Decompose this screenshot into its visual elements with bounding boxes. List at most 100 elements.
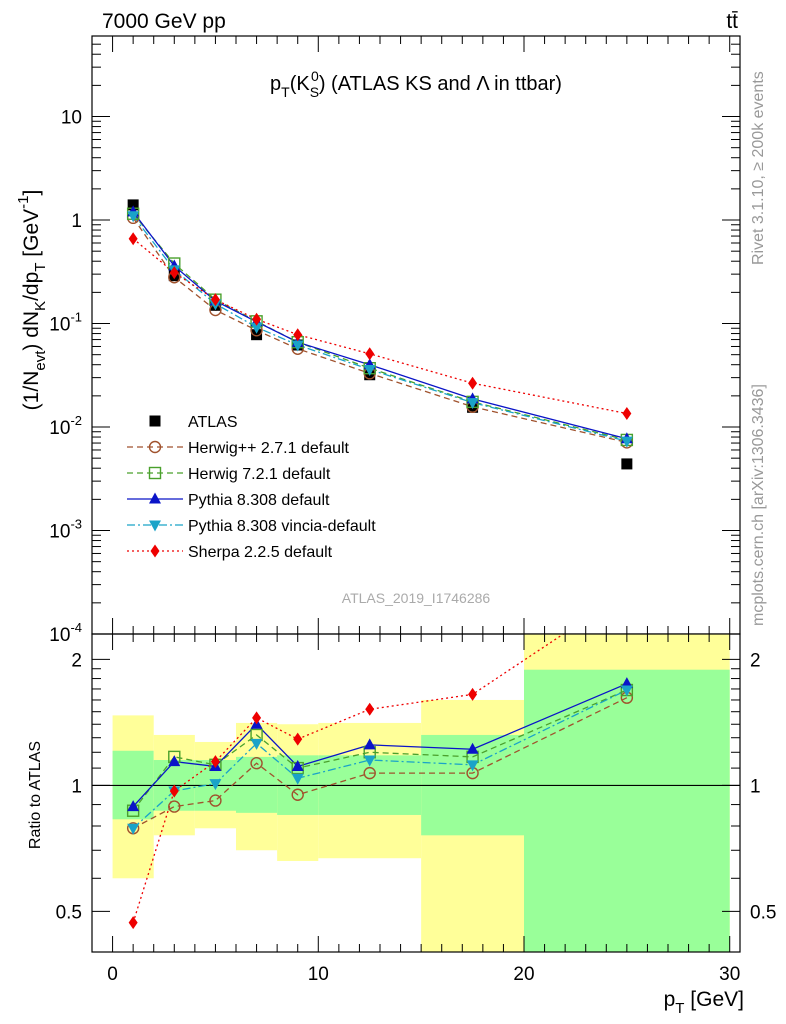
ratio-line-herwig-2-7-1-default [132, 697, 628, 829]
ratio-point-pythia-8-308-default [620, 677, 633, 689]
ratio-point-sherpa-2-2-5-default [252, 711, 262, 725]
main-line-sherpa-2-2-5-default [132, 238, 627, 415]
legend-label-sherpa-2-2-5-default: Sherpa 2.2.5 default [188, 544, 333, 561]
ratio-point-pythia-8-308-default [466, 742, 479, 754]
main-data-layer [126, 199, 634, 470]
y-tick-label: 10-4 [49, 620, 82, 646]
ratio-line-sherpa-2-2-5-default [132, 634, 565, 923]
ratio-y-tick-label-right: 0.5 [750, 902, 776, 923]
ratio-point-herwig-2-7-1-default [250, 757, 263, 770]
process-label: tt̄ [726, 10, 738, 33]
main-line-pythia-8-308-default [132, 211, 628, 440]
legend-marker-atlas [149, 415, 161, 427]
ratio-point-herwig-2-7-1-default [291, 788, 304, 801]
ratio-line-pythia-8-308-default [132, 683, 628, 808]
main-title: pT(KS0) (ATLAS KS and Λ in ttbar) [270, 68, 562, 100]
main-point-pythia-8-308-vincia-default [363, 364, 376, 376]
ratio-point-sherpa-2-2-5-default [468, 687, 478, 701]
ratio-point-pythia-8-308-vincia-default [466, 760, 479, 772]
ratio-y-tick-label-right: 1 [750, 776, 761, 797]
main-point-pythia-8-308-vincia-default [127, 211, 140, 223]
y-tick-label: 10-3 [49, 517, 82, 543]
main-point-sherpa-2-2-5-default [169, 266, 179, 280]
ratio-point-herwig-2-7-1-default [363, 766, 376, 780]
x-tick-label: 20 [513, 964, 534, 985]
ratio-point-sherpa-2-2-5-default [293, 732, 303, 746]
ratio-point-sherpa-2-2-5-default [622, 585, 631, 598]
ratio-stat-uncertainty-band [524, 669, 730, 952]
main-line-herwig-2-7-1-default [132, 217, 628, 444]
main-point-pythia-8-308-vincia-default [291, 340, 304, 352]
ratio-point-pythia-8-308-default [363, 738, 376, 750]
watermark: ATLAS_2019_I1746286 [342, 590, 491, 606]
ratio-point-herwig-2-7-1-default [209, 794, 222, 807]
main-axes: 10-4 10-3 10-2 10-1 1 10 [49, 35, 740, 646]
legend-label-herwig-7-2-1-default: Herwig 7.2.1 default [188, 466, 331, 483]
main-line-herwig-7-2-1-default [132, 213, 628, 441]
main-point-sherpa-2-2-5-default [365, 347, 375, 361]
legend-label-atlas: ATLAS [188, 414, 238, 431]
main-y-axis-label: (1/Nevt) dNK/dpT [GeV-1] [15, 190, 49, 411]
main-point-sherpa-2-2-5-default [468, 376, 478, 390]
ratio-point-pythia-8-308-vincia-default [209, 779, 222, 791]
ratio-point-pythia-8-308-vincia-default [620, 685, 633, 697]
ratio-point-sherpa-2-2-5-default [365, 702, 375, 716]
ratio-point-sherpa-2-2-5-default [210, 755, 220, 769]
ratio-panel: 0.5 0.51 12 20 10 20 30 Ratio to ATLAS pT [GeV… [27, 585, 776, 1017]
main-point-sherpa-2-2-5-default [252, 312, 262, 326]
ratio-point-pythia-8-308-vincia-default [127, 823, 140, 835]
ratio-frame [91, 633, 741, 953]
ratio-point-herwig-2-7-1-default [168, 800, 181, 813]
ratio-point-pythia-8-308-default [127, 800, 140, 812]
ratio-axes: 0.5 0.51 12 20 10 20 30 [56, 634, 776, 985]
ratio-y-axis-label: Ratio to ATLAS [27, 741, 44, 849]
main-point-atlas [621, 458, 633, 470]
x-tick-label: 10 [308, 964, 329, 985]
y-tick-label: 10-2 [49, 413, 82, 439]
main-point-atlas [127, 199, 139, 211]
main-point-sherpa-2-2-5-default [210, 293, 220, 307]
ratio-point-sherpa-2-2-5-default [128, 916, 138, 930]
main-point-pythia-8-308-vincia-default [466, 398, 479, 410]
x-tick-label: 0 [107, 964, 118, 985]
main-line-pythia-8-308-vincia-default [132, 215, 628, 442]
main-point-pythia-8-308-vincia-default [620, 436, 633, 448]
legend-marker-pythia-8-308-vincia-default [149, 520, 161, 532]
main-point-sherpa-2-2-5-default [293, 328, 303, 342]
ratio-point-pythia-8-308-default [168, 755, 181, 767]
rivet-version-label: Rivet 3.1.10, ≥ 200k events [750, 71, 767, 265]
y-tick-label: 10 [61, 108, 82, 129]
legend-label-pythia-8-308-vincia-default: Pythia 8.308 vincia-default [188, 518, 376, 535]
y-tick-label: 1 [71, 211, 82, 232]
ratio-data-layer [126, 585, 634, 930]
main-point-sherpa-2-2-5-default [128, 232, 138, 246]
legend-label-herwig-2-7-1-default: Herwig++ 2.7.1 default [188, 440, 350, 457]
legend-label-pythia-8-308-default: Pythia 8.308 default [188, 492, 330, 509]
main-point-pythia-8-308-vincia-default [250, 322, 263, 334]
legend-marker-herwig-7-2-1-default [148, 466, 162, 480]
ratio-y-tick-label-left: 2 [71, 650, 82, 671]
energy-label: 7000 GeV pp [102, 10, 226, 33]
ratio-y-tick-label-left: 0.5 [56, 902, 82, 923]
ratio-line-herwig-7-2-1-default [132, 689, 628, 812]
ratio-y-tick-label-right: 2 [750, 650, 761, 671]
legend-marker-sherpa-2-2-5-default [150, 544, 160, 558]
main-point-sherpa-2-2-5-default [622, 407, 632, 421]
x-tick-label: 30 [719, 964, 740, 985]
ratio-point-pythia-8-308-default [291, 759, 304, 771]
ratio-line-pythia-8-308-vincia-default [132, 689, 628, 829]
legend-marker-herwig-2-7-1-default [148, 440, 162, 454]
x-axis-label: pT [GeV] [664, 988, 744, 1017]
y-tick-label: 10-1 [49, 310, 82, 336]
main-point-atlas [251, 329, 263, 341]
legend-marker-pythia-8-308-default [149, 492, 161, 504]
ratio-point-sherpa-2-2-5-default [169, 784, 179, 798]
ratio-point-pythia-8-308-vincia-default [250, 738, 263, 750]
mcplots-label: mcplots.cern.ch [arXiv:1306.3436] [750, 384, 767, 626]
ratio-y-tick-label-left: 1 [71, 776, 82, 797]
main-panel: 10-4 10-3 10-2 10-1 1 10 pT(KS0) (ATLAS KS an… [15, 35, 741, 646]
ratio-bands-layer [112, 634, 730, 952]
ratio-point-pythia-8-308-vincia-default [291, 773, 304, 785]
legend: ATLAS Herwig++ 2.7.1 default Herwig 7.2.1 … [127, 414, 376, 561]
